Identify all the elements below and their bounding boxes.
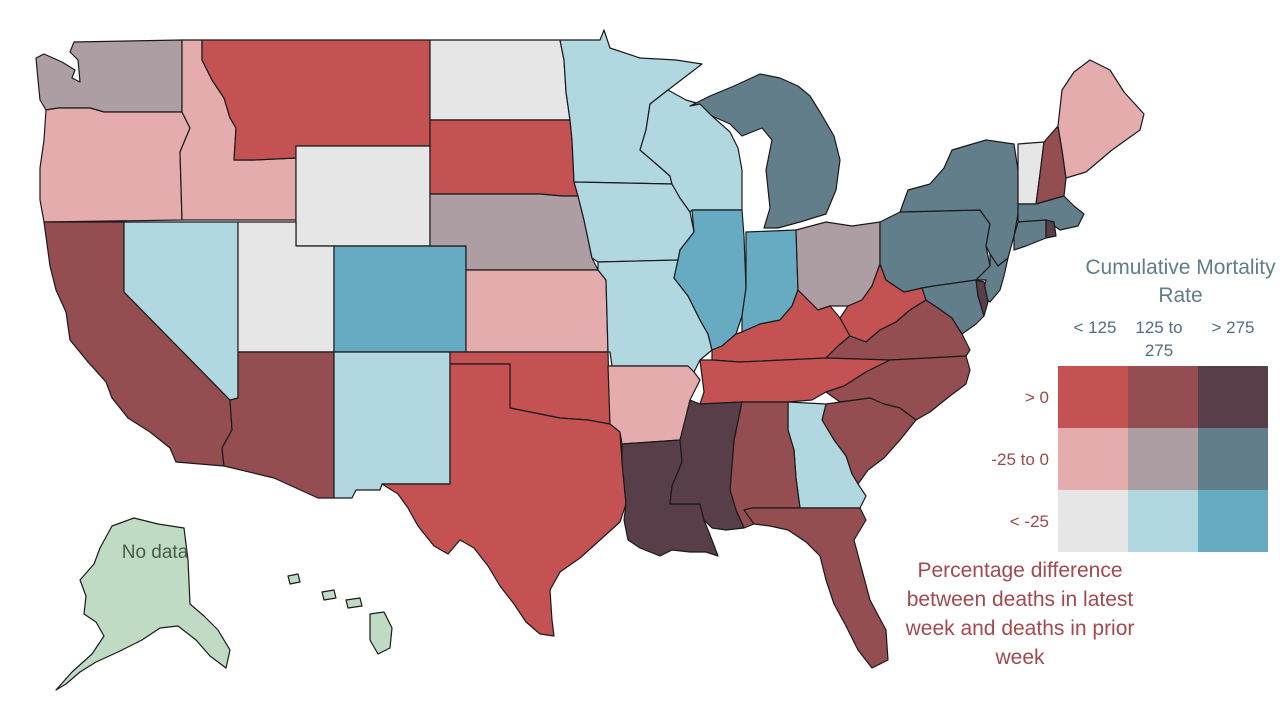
state-texas[interactable] — [381, 363, 627, 637]
legend-cell — [1058, 428, 1128, 490]
state-maine[interactable] — [1057, 59, 1145, 179]
state-wyoming[interactable] — [295, 145, 431, 247]
state-new-mexico[interactable] — [333, 351, 451, 499]
state-florida[interactable] — [743, 507, 889, 669]
legend-title: Cumulative Mortality Rate — [1085, 256, 1276, 307]
legend-cell — [1198, 366, 1268, 428]
state-south-dakota[interactable] — [429, 119, 579, 197]
state-iowa[interactable] — [573, 181, 695, 263]
legend-caption: Percentage difference between deaths in … — [905, 559, 1135, 669]
legend-cell — [1198, 490, 1268, 552]
state-pennsylvania[interactable] — [879, 209, 991, 293]
no-data-label: No data — [121, 542, 189, 563]
state-connecticut[interactable] — [1013, 219, 1047, 251]
state-hawaii[interactable] — [287, 573, 393, 655]
legend-cell — [1128, 366, 1198, 428]
state-oregon[interactable] — [39, 107, 191, 223]
state-kansas[interactable] — [465, 269, 609, 353]
state-arizona[interactable] — [221, 351, 335, 499]
state-colorado[interactable] — [333, 245, 467, 353]
state-delaware[interactable] — [975, 279, 989, 317]
state-illinois[interactable] — [673, 209, 747, 351]
legend-row-flat: -25 to 0 — [991, 450, 1049, 469]
state-montana[interactable] — [201, 39, 431, 161]
legend-col-high: > 275 — [1211, 318, 1255, 337]
legend-cell — [1128, 428, 1198, 490]
legend-cell — [1058, 490, 1128, 552]
legend-cell — [1198, 428, 1268, 490]
state-north-dakota[interactable] — [429, 39, 571, 121]
legend-cell — [1128, 490, 1198, 552]
legend-row-down: < -25 — [1009, 512, 1049, 531]
state-michigan[interactable] — [689, 73, 841, 229]
state-alaska[interactable] — [55, 517, 231, 691]
legend-col-mid: 125 to 275 — [1135, 318, 1183, 360]
state-washington[interactable] — [35, 39, 183, 113]
legend-row-up: > 0 — [1024, 388, 1049, 407]
legend-cell — [1058, 366, 1128, 428]
legend-col-low: < 125 — [1073, 318, 1117, 337]
state-rhode-island[interactable] — [1045, 219, 1057, 239]
state-maryland[interactable] — [921, 279, 985, 335]
state-mississippi[interactable] — [669, 399, 745, 531]
